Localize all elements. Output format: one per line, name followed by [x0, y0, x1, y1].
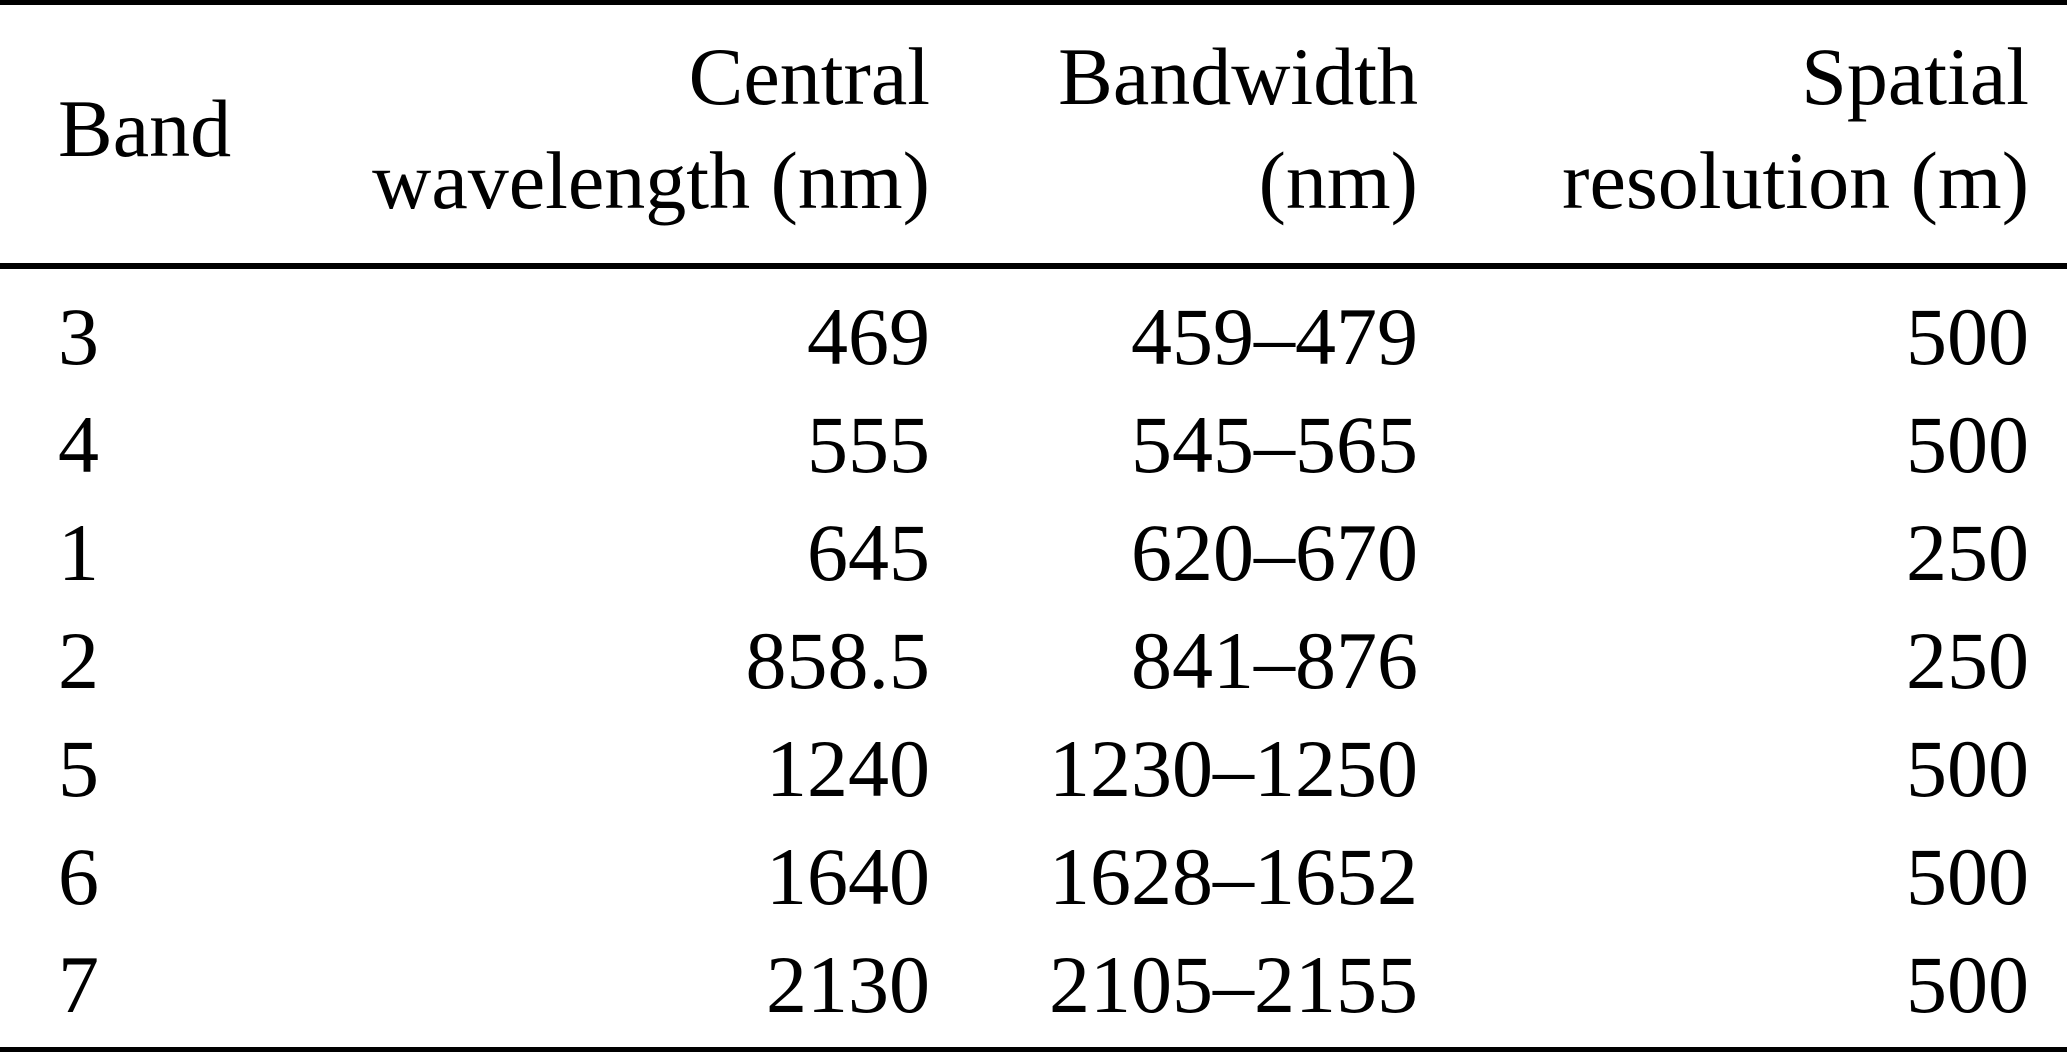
- bandwidth-cell: 1230–1250: [1049, 723, 1418, 814]
- table-row: 2 858.5 841–876 250: [0, 607, 2067, 715]
- bandwidth-cell: 841–876: [1131, 615, 1418, 706]
- central-wavelength-cell: 1640: [766, 831, 930, 922]
- band-cell: 2: [58, 615, 99, 706]
- spatial-resolution-cell: 250: [1906, 507, 2029, 598]
- band-cell: 4: [58, 399, 99, 490]
- col-header-bandwidth-line1: Bandwidth: [1058, 31, 1418, 122]
- central-wavelength-cell: 469: [807, 291, 930, 382]
- bandwidth-cell: 545–565: [1131, 399, 1418, 490]
- bandwidth-cell: 1628–1652: [1049, 831, 1418, 922]
- col-header-bandwidth: Bandwidth (nm): [930, 2, 1418, 269]
- col-header-central-wavelength: Central wavelength (nm): [358, 2, 930, 269]
- table-row: 3 469 459–479 500: [0, 266, 2067, 391]
- spatial-resolution-cell: 250: [1906, 615, 2029, 706]
- bandwidth-cell: 620–670: [1131, 507, 1418, 598]
- col-header-band-label: Band: [58, 83, 232, 174]
- central-wavelength-cell: 645: [807, 507, 930, 598]
- central-wavelength-cell: 858.5: [745, 615, 931, 706]
- central-wavelength-cell: 1240: [766, 723, 930, 814]
- band-cell: 6: [58, 831, 99, 922]
- col-header-central-wavelength-line1: Central: [688, 31, 930, 122]
- spatial-resolution-cell: 500: [1906, 939, 2029, 1030]
- spatial-resolution-cell: 500: [1906, 723, 2029, 814]
- col-header-spatial-resolution: Spatial resolution (m): [1418, 2, 2067, 269]
- col-header-spatial-resolution-line2: resolution (m): [1562, 135, 2029, 226]
- spatial-resolution-cell: 500: [1906, 291, 2029, 382]
- table-body: 3 469 459–479 500 4 555 545–565 500 1 64…: [0, 266, 2067, 1050]
- col-header-spatial-resolution-line1: Spatial: [1801, 31, 2029, 122]
- col-header-central-wavelength-line2: wavelength (nm): [372, 135, 930, 226]
- spatial-resolution-cell: 500: [1906, 399, 2029, 490]
- header-row: Band Central wavelength (nm) Bandwidth (…: [0, 2, 2067, 269]
- table-row: 6 1640 1628–1652 500: [0, 823, 2067, 931]
- col-header-band: Band: [0, 2, 358, 269]
- table-row: 5 1240 1230–1250 500: [0, 715, 2067, 823]
- table-row: 1 645 620–670 250: [0, 499, 2067, 607]
- spatial-resolution-cell: 500: [1906, 831, 2029, 922]
- bandwidth-cell: 459–479: [1131, 291, 1418, 382]
- central-wavelength-cell: 2130: [766, 939, 930, 1030]
- band-cell: 5: [58, 723, 99, 814]
- central-wavelength-cell: 555: [807, 399, 930, 490]
- table-header: Band Central wavelength (nm) Bandwidth (…: [0, 2, 2067, 269]
- table-row: 4 555 545–565 500: [0, 391, 2067, 499]
- band-cell: 3: [58, 291, 99, 382]
- table-row: 7 2130 2105–2155 500: [0, 931, 2067, 1050]
- band-cell: 7: [58, 939, 99, 1030]
- bandwidth-cell: 2105–2155: [1049, 939, 1418, 1030]
- band-cell: 1: [58, 507, 99, 598]
- col-header-bandwidth-line2: (nm): [1258, 135, 1418, 226]
